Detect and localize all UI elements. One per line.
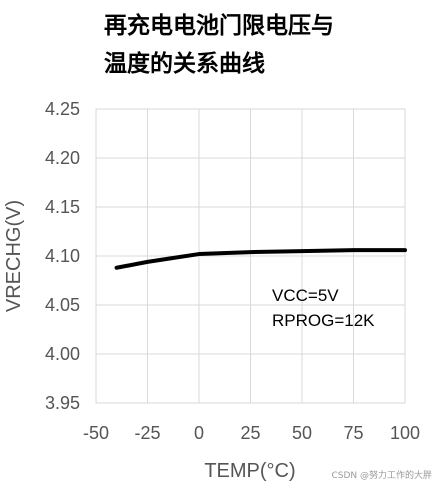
- x-tick-label: 0: [194, 423, 204, 443]
- x-tick-label: -25: [134, 423, 160, 443]
- x-tick-label: 75: [343, 423, 363, 443]
- y-tick-label: 4.05: [45, 295, 80, 315]
- annotation-rprog: RPROG=12K: [272, 311, 375, 330]
- y-grid: [96, 157, 405, 355]
- y-tick-label: 4.00: [45, 344, 80, 364]
- y-tick-label: 4.15: [45, 197, 80, 217]
- series-line: [114, 248, 407, 270]
- x-tick-label: 50: [292, 423, 312, 443]
- x-tick-label: 100: [390, 423, 420, 443]
- chart-title-line-2: 温度的关系曲线: [104, 50, 265, 77]
- y-axis-label: VRECHG(V): [3, 200, 25, 312]
- x-axis-label: TEMP(°C): [204, 460, 295, 482]
- x-tick-labels: -50 -25 0 25 50 75 100: [83, 423, 420, 443]
- x-tick-label: 25: [240, 423, 260, 443]
- x-tick-label: -50: [83, 423, 109, 443]
- y-tick-labels: 3.95 4.00 4.05 4.10 4.15 4.20 4.25: [45, 99, 80, 413]
- y-tick-label: 4.25: [45, 99, 80, 119]
- watermark-text: CSDN @努力工作的大胖: [331, 469, 432, 481]
- chart-title-line-1: 再充电电池门限电压与: [104, 12, 334, 39]
- y-tick-label: 4.20: [45, 148, 80, 168]
- y-tick-label: 4.10: [45, 246, 80, 266]
- annotation-vcc: VCC=5V: [272, 286, 339, 305]
- y-tick-label: 3.95: [45, 393, 80, 413]
